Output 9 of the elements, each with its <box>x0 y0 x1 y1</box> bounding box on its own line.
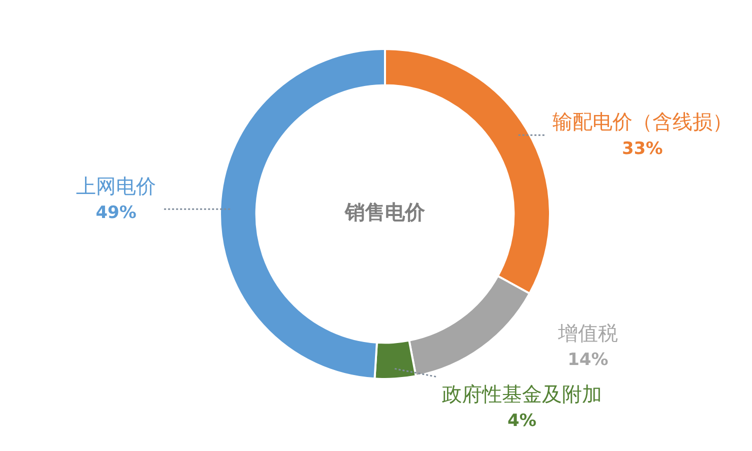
slice-label: 政府性基金及附加 <box>442 384 602 406</box>
slice-label: 输配电价（含线损） <box>552 112 732 134</box>
data-label: 14% <box>568 350 608 370</box>
slice-label: 增值税 <box>556 322 618 345</box>
text: 销售电价 <box>344 200 426 224</box>
data-label: 4% <box>508 411 536 432</box>
data-label: 49% <box>96 203 136 224</box>
slice-label: 上网电价 <box>76 176 156 198</box>
data-label: 33% <box>622 138 663 159</box>
